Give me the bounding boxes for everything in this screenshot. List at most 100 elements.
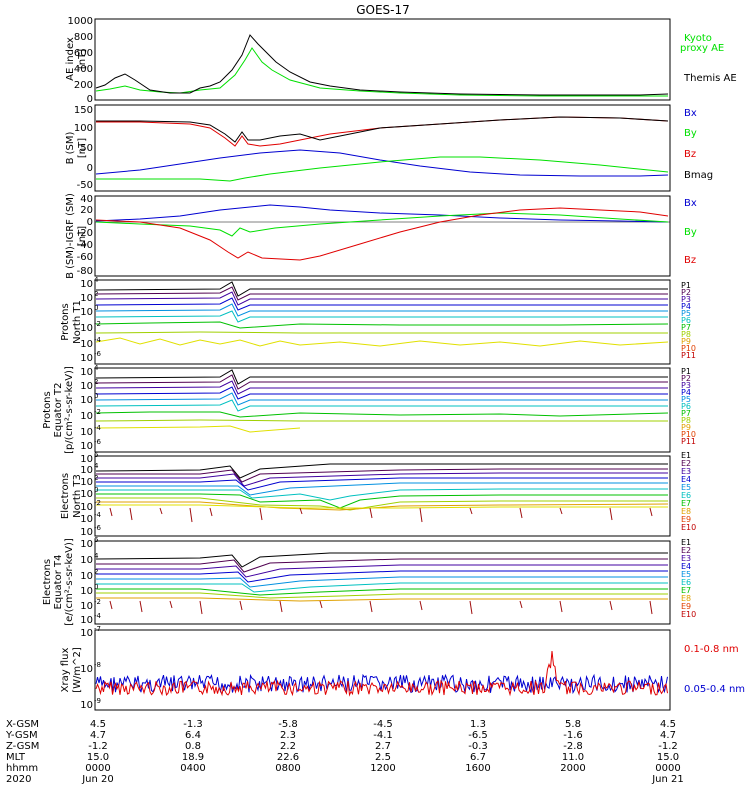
ytick-label: 0 (87, 94, 93, 105)
legend-entry: P5 (681, 395, 691, 404)
row-value: 2.3 (280, 730, 296, 741)
ytick-exponent: 6 (94, 536, 99, 544)
legend-entry: 0.05-0.4 nm (684, 684, 745, 695)
legend-entry: E6 (681, 578, 691, 587)
ytick-exponent: -4 (94, 612, 102, 620)
row-value: 11.0 (562, 752, 584, 763)
legend-entry: P3 (681, 381, 691, 390)
legend-entry: P6 (681, 316, 691, 325)
legend-entry: P5 (681, 309, 691, 318)
series-line (96, 592, 668, 599)
ytick-label: 10 (80, 489, 93, 500)
series-line (95, 419, 668, 422)
row-value: 0800 (275, 763, 300, 774)
legend-entry: proxy AE (680, 43, 724, 54)
row-value: -5.8 (278, 719, 298, 730)
row-value: 0400 (180, 763, 205, 774)
row-value: 2000 (560, 763, 585, 774)
ytick-label: 10 (80, 664, 93, 675)
ytick-exponent: -4 (94, 511, 102, 519)
ytick-exponent: -6 (94, 524, 102, 532)
ytick-label: 10 (80, 454, 93, 465)
ytick-label: 10 (80, 353, 93, 364)
ytick-exponent: 4 (94, 364, 99, 372)
row-value: 4.7 (660, 730, 676, 741)
panel-protons-equator-frame (94, 367, 671, 453)
series-line (109, 600, 653, 615)
panel-bsm-frame (94, 104, 671, 192)
ytick-exponent: -7 (94, 625, 101, 633)
legend-entry: P9 (681, 423, 691, 432)
panel-bsm-igrf-frame (94, 195, 671, 277)
row-value: 15.0 (87, 752, 109, 763)
ytick-label: 10 (80, 411, 93, 422)
ytick-label: 10 (80, 307, 93, 318)
series-line-themis-ae (95, 34, 669, 96)
axis-label: Protons (42, 391, 53, 428)
axis-label: North T1 (72, 300, 83, 344)
series-line-bx-igrf (95, 204, 669, 223)
series-line-by-igrf (95, 212, 669, 237)
legend-entry: Themis AE (683, 73, 737, 84)
panel-ae-yticks: 1000 800 600 400 200 0 (68, 16, 93, 105)
row-value: 6.4 (185, 730, 201, 741)
row-value: Jun 20 (81, 774, 114, 785)
legend-entry: P3 (681, 295, 691, 304)
ytick-label: -50 (77, 180, 93, 191)
legend-entry: E10 (681, 523, 696, 532)
legend-entry: E2 (681, 459, 691, 468)
legend-entry: E6 (681, 491, 691, 500)
ytick-label: 150 (74, 105, 93, 116)
panel-protons-north: 10 10 10 10 10 10 Protons North T1 P1 P2… (60, 279, 696, 365)
ytick-exponent: -4 (94, 424, 102, 432)
row-value: 1.3 (470, 719, 486, 730)
panel-electrons-north: 10 10 10 10 10 10 10 Electrons North T3 (60, 451, 696, 538)
row-value: 0000 (655, 763, 680, 774)
row-value: 15.0 (657, 752, 679, 763)
panel-bsm: 150 100 50 0 -50 B (SM) [nT] Bx By Bz Bm… (65, 104, 713, 192)
ytick-label: 10 (80, 586, 93, 597)
panel-xray-ylabel: Xray flux [W/m^2] (60, 647, 83, 693)
ytick-label: 10 (80, 539, 93, 550)
legend-entry: P4 (681, 388, 691, 397)
panel-protons-north-frame (94, 279, 671, 365)
axis-label: Protons (60, 303, 71, 340)
series-line (95, 374, 668, 390)
series-line (95, 297, 668, 311)
legend-entry: E7 (681, 499, 691, 508)
panel-electrons-north-frame (94, 455, 671, 537)
series-line (95, 380, 668, 395)
axis-label: B (SM) (65, 131, 76, 164)
series-line-by (96, 156, 669, 182)
panel-electrons-north-curves (95, 463, 669, 523)
row-label: 2020 (6, 774, 31, 785)
row-label: Y-GSM (5, 730, 38, 741)
legend-entry: P6 (681, 402, 691, 411)
row-label: MLT (6, 752, 26, 763)
legend-entry: P4 (681, 302, 691, 311)
ytick-exponent: 4 (94, 276, 99, 284)
panel-protons-equator-ylabel: Protons Equator T2 [p/(cm²-s-sr-keV)] (42, 366, 75, 454)
series-line (95, 303, 668, 317)
row-value: 22.6 (277, 752, 299, 763)
series-line (96, 468, 668, 483)
panel-bsm-igrf-legend: Bx By Bz (684, 198, 697, 266)
series-line (96, 558, 668, 573)
ytick-label: 10 (80, 395, 93, 406)
series-line (109, 507, 653, 523)
panel-ae-frame (94, 18, 671, 101)
ytick-label: 10 (80, 293, 93, 304)
axis-label: Equator T4 (53, 555, 64, 610)
row-value: -1.6 (563, 730, 583, 741)
ytick-exponent: -6 (94, 350, 102, 358)
series-line (96, 597, 668, 602)
series-line (95, 425, 301, 433)
legend-entry: Kyoto (684, 33, 712, 44)
series-line-kyoto-ae (95, 47, 668, 97)
row-value: 4.7 (90, 730, 106, 741)
legend-entry: E5 (681, 570, 691, 579)
row-value: -4.5 (373, 719, 393, 730)
legend-entry: P8 (681, 416, 691, 425)
ytick-label: -60 (77, 252, 93, 263)
ytick-exponent: 4 (94, 552, 99, 560)
